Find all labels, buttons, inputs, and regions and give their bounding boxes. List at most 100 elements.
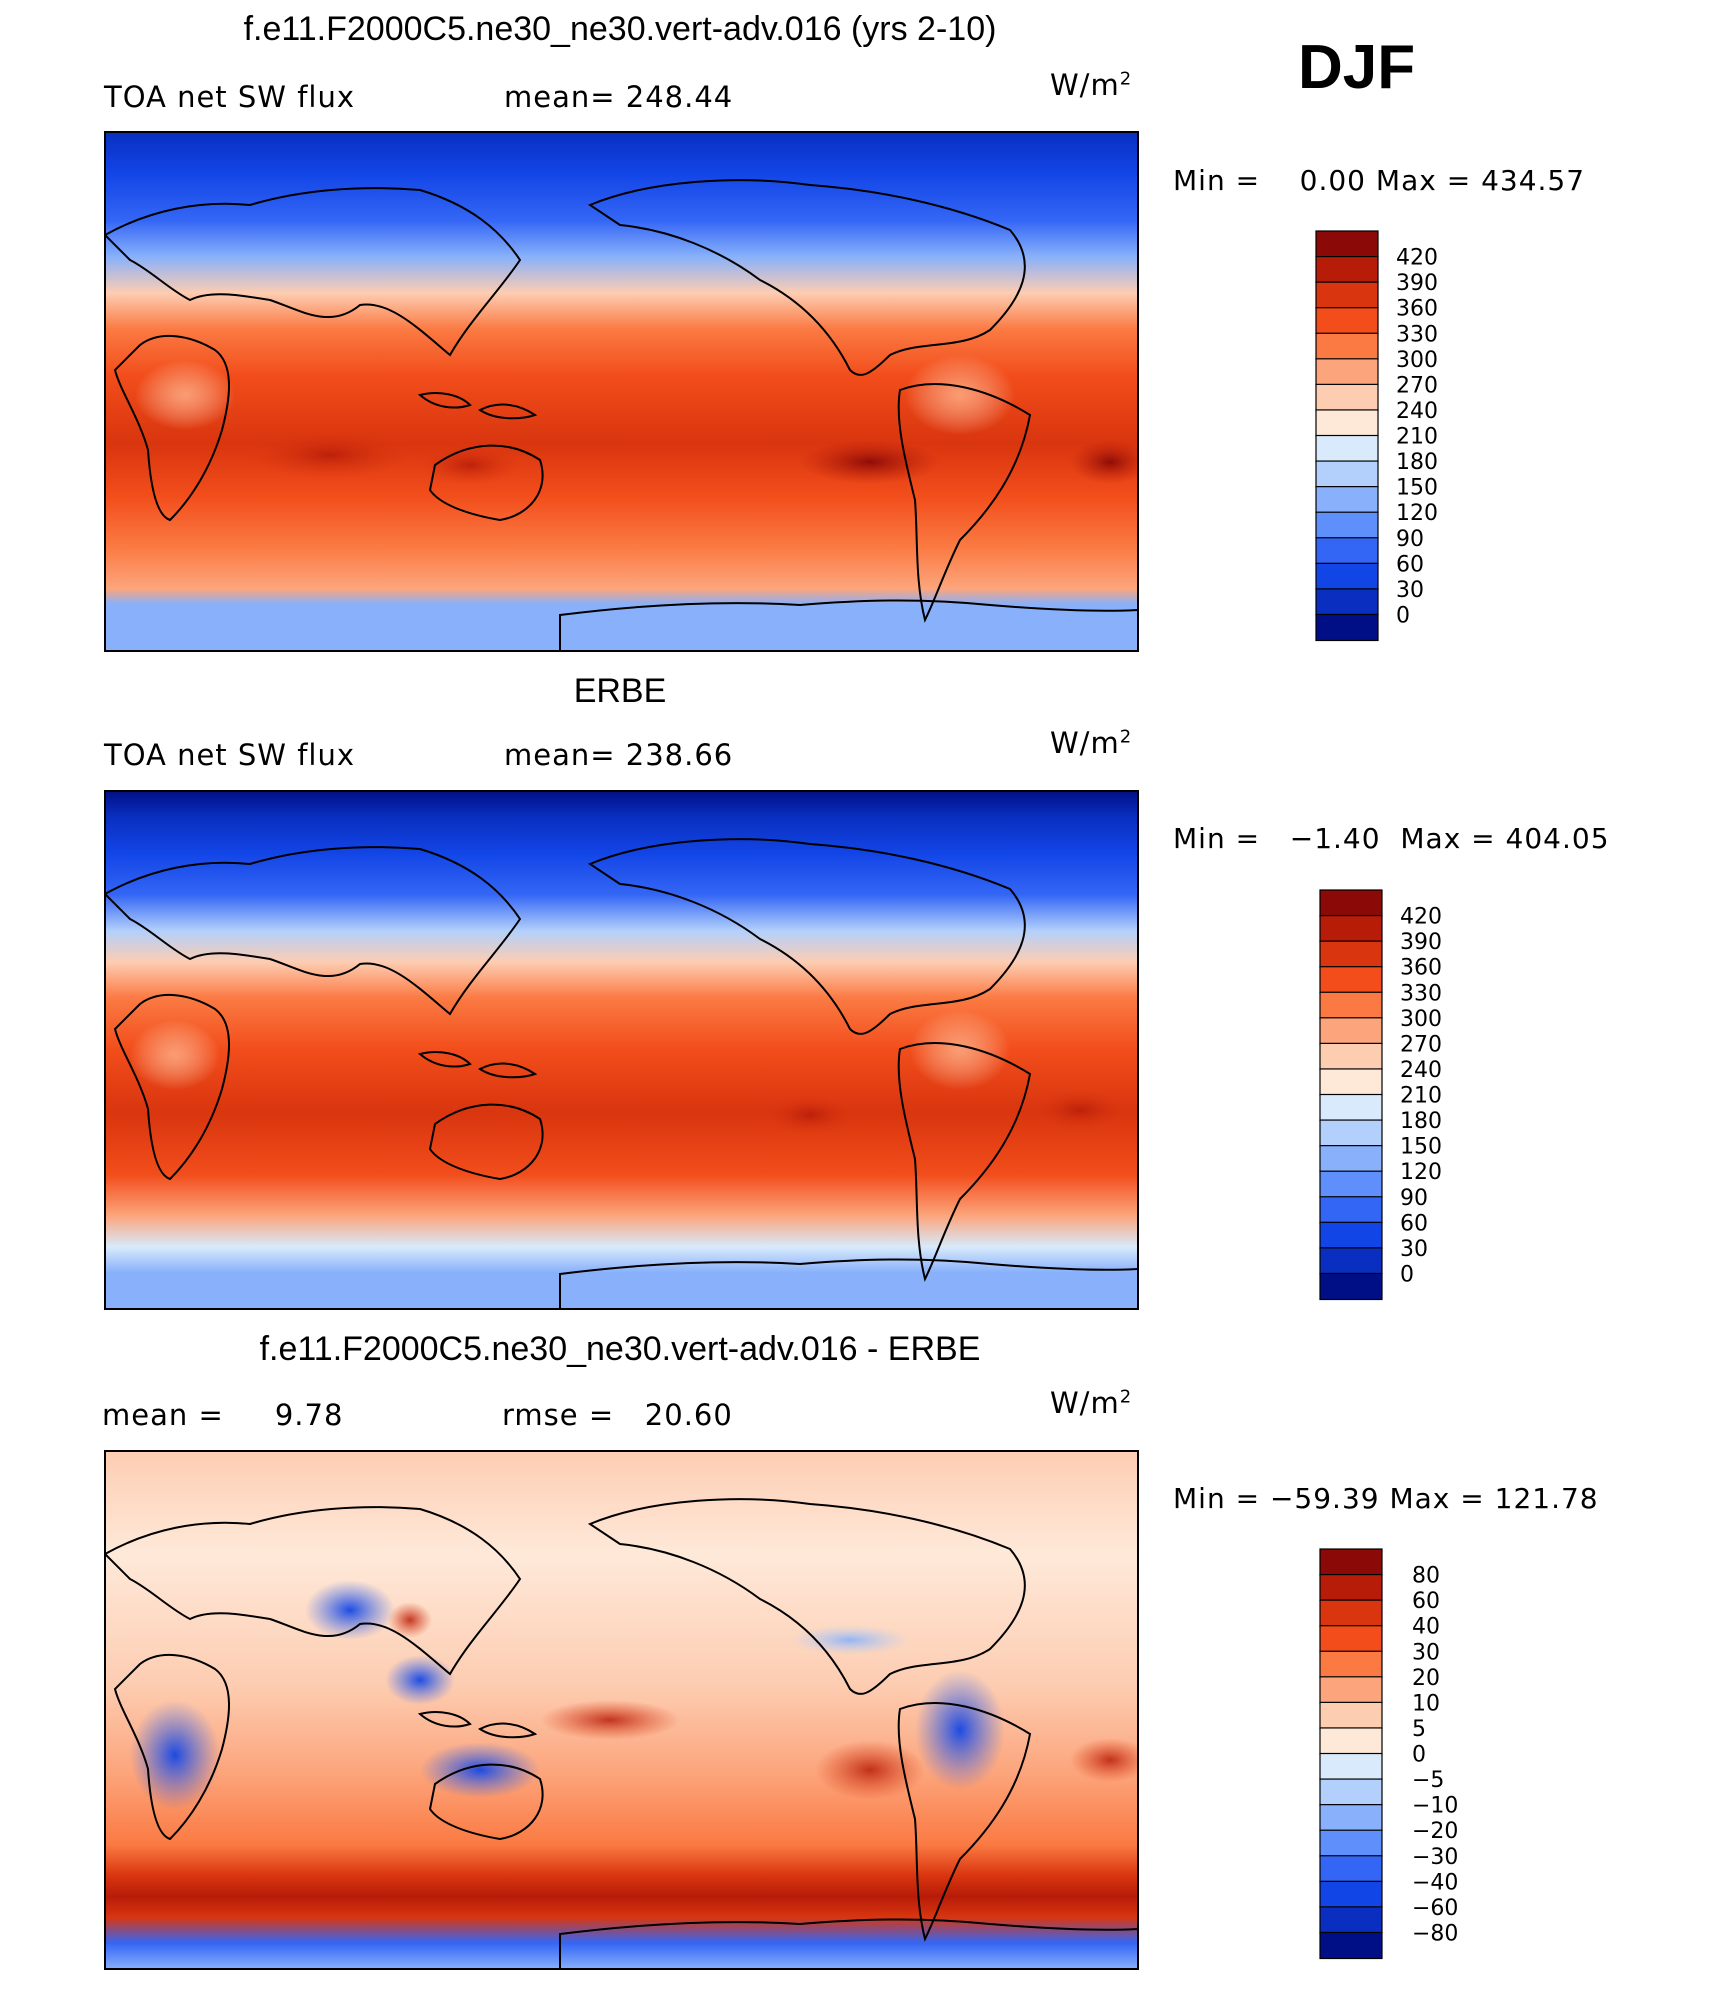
coastline bbox=[587, 838, 1026, 1035]
colorbar-box bbox=[1319, 1068, 1383, 1096]
coastline bbox=[587, 1498, 1026, 1695]
colorbar-tick-label: 60 bbox=[1412, 1589, 1440, 1614]
colorbar-tick-label: 390 bbox=[1396, 271, 1438, 296]
colorbar-box bbox=[1319, 1778, 1383, 1806]
panel-3-min-value: −59.39 bbox=[1269, 1482, 1380, 1515]
coastline bbox=[897, 1702, 1032, 1942]
coastline bbox=[105, 187, 522, 357]
colorbar-tick-label: 420 bbox=[1396, 246, 1438, 271]
colorbar-tick-label: 80 bbox=[1412, 1564, 1440, 1589]
panel-3-pos-south-pacific bbox=[540, 1700, 680, 1740]
colorbar-box bbox=[1315, 562, 1379, 590]
colorbar-box bbox=[1319, 1625, 1383, 1653]
colorbar-box bbox=[1315, 460, 1379, 488]
panel-1-minmax: Min = 0.00 Max = 434.57 bbox=[1173, 164, 1585, 197]
colorbar-box bbox=[1315, 588, 1379, 616]
panel-3-neg-australia bbox=[420, 1742, 540, 1798]
colorbar-tick-label: 180 bbox=[1396, 450, 1438, 475]
panel-2-high-pacific bbox=[765, 1095, 855, 1135]
coastline bbox=[113, 1653, 230, 1841]
colorbar-tick-label: 60 bbox=[1400, 1211, 1428, 1236]
panel-2-mean-value: 238.66 bbox=[625, 738, 734, 772]
colorbar-box bbox=[1319, 1880, 1383, 1908]
colorbar-box bbox=[1315, 486, 1379, 514]
coastline bbox=[478, 403, 538, 420]
coastline bbox=[897, 1042, 1032, 1282]
colorbar-tick-label: 330 bbox=[1396, 322, 1438, 347]
panel-3-mean: mean = 9.78 bbox=[102, 1398, 343, 1432]
colorbar-box bbox=[1319, 1042, 1383, 1071]
panel-1-units-text: W/m bbox=[1050, 68, 1120, 102]
coastline bbox=[417, 1051, 472, 1068]
panel-3-neg-asia bbox=[305, 1580, 395, 1640]
panel-3-map bbox=[105, 1451, 1138, 1969]
coastline bbox=[417, 392, 472, 409]
coastline bbox=[428, 1103, 544, 1181]
colorbar-tick-label: 300 bbox=[1400, 1007, 1442, 1032]
colorbar-tick-label: 30 bbox=[1412, 1640, 1440, 1665]
colorbar-tick-label: 90 bbox=[1396, 527, 1424, 552]
coastline bbox=[587, 179, 1026, 376]
panel-3-coastlines bbox=[105, 1498, 1138, 1969]
colorbar-tick-label: 180 bbox=[1400, 1109, 1442, 1134]
panel-1-units-sup: 2 bbox=[1119, 68, 1133, 90]
colorbar-tick-label: 210 bbox=[1396, 425, 1438, 450]
panel-1-map bbox=[105, 132, 1138, 651]
colorbar-tick-label: 120 bbox=[1400, 1160, 1442, 1185]
colorbar-box bbox=[1319, 1573, 1383, 1602]
panel-2-high-atlantic bbox=[1035, 1090, 1125, 1130]
colorbar-tick-label: 60 bbox=[1396, 552, 1424, 577]
coastline bbox=[417, 1711, 472, 1728]
colorbar-tick-label: 240 bbox=[1400, 1058, 1442, 1083]
panel-1-coastlines bbox=[105, 179, 1138, 651]
panel-3-pos-pacific bbox=[815, 1740, 925, 1800]
panel-1-max-label: Max = bbox=[1375, 164, 1472, 197]
colorbar-tick-label: 90 bbox=[1400, 1186, 1428, 1211]
panel-2-units-sup: 2 bbox=[1119, 726, 1133, 748]
panel-1-min-value: 0.00 bbox=[1299, 164, 1366, 197]
colorbar-box bbox=[1319, 1272, 1383, 1301]
panel-3-min-label: Min = bbox=[1173, 1482, 1261, 1515]
panel-1-mean: mean= 248.44 bbox=[504, 80, 733, 114]
coastline bbox=[113, 993, 230, 1181]
panel-3-pos-atlantic bbox=[1070, 1738, 1138, 1782]
colorbar-tick-label: 210 bbox=[1400, 1084, 1442, 1109]
colorbar-box bbox=[1319, 1676, 1383, 1704]
coastline bbox=[113, 334, 230, 522]
panel-1-max-region bbox=[800, 440, 940, 484]
panel-2-coastlines bbox=[105, 838, 1138, 1309]
coastline bbox=[559, 1258, 1138, 1309]
panel-3-mean-label: mean = bbox=[102, 1398, 224, 1432]
panel-1-mean-label: mean= bbox=[504, 80, 616, 114]
colorbar-box bbox=[1319, 1119, 1383, 1147]
panel-1-high-aus bbox=[420, 445, 520, 485]
colorbar-box bbox=[1319, 1906, 1383, 1934]
panel-2-min-value: −1.40 bbox=[1289, 822, 1381, 855]
panel-2-units: W/m2 bbox=[1050, 726, 1132, 760]
panel-3-minmax: Min = −59.39 Max = 121.78 bbox=[1173, 1482, 1599, 1515]
panel-1-min-label: Min = bbox=[1173, 164, 1261, 197]
colorbar-box bbox=[1315, 537, 1379, 565]
colorbar-box bbox=[1315, 255, 1379, 284]
panel-1-high-indian bbox=[250, 431, 410, 479]
colorbar-box bbox=[1319, 1599, 1383, 1627]
panel-3-frame bbox=[104, 1450, 1139, 1970]
panel-2-title: ERBE bbox=[573, 672, 667, 710]
panel-3-max-value: 121.78 bbox=[1494, 1482, 1599, 1515]
panel-3-max-label: Max = bbox=[1389, 1482, 1485, 1515]
panel-1-samerica bbox=[905, 355, 1015, 435]
colorbar-box bbox=[1319, 1804, 1383, 1832]
colorbar-tick-label: −80 bbox=[1412, 1921, 1458, 1946]
coastline bbox=[428, 444, 544, 522]
panel-1-max-value: 434.57 bbox=[1481, 164, 1586, 197]
panel-1-africa bbox=[135, 360, 235, 430]
colorbar-box bbox=[1315, 307, 1379, 335]
panel-3-neg-maritime bbox=[385, 1655, 455, 1705]
panel-1-max-region-atlantic bbox=[1070, 440, 1138, 484]
panel-2-max-label: Max = bbox=[1400, 822, 1496, 855]
panel-1-frame bbox=[104, 131, 1139, 652]
panel-2-frame bbox=[104, 790, 1139, 1310]
panel-3-mean-value: 9.78 bbox=[274, 1398, 344, 1432]
